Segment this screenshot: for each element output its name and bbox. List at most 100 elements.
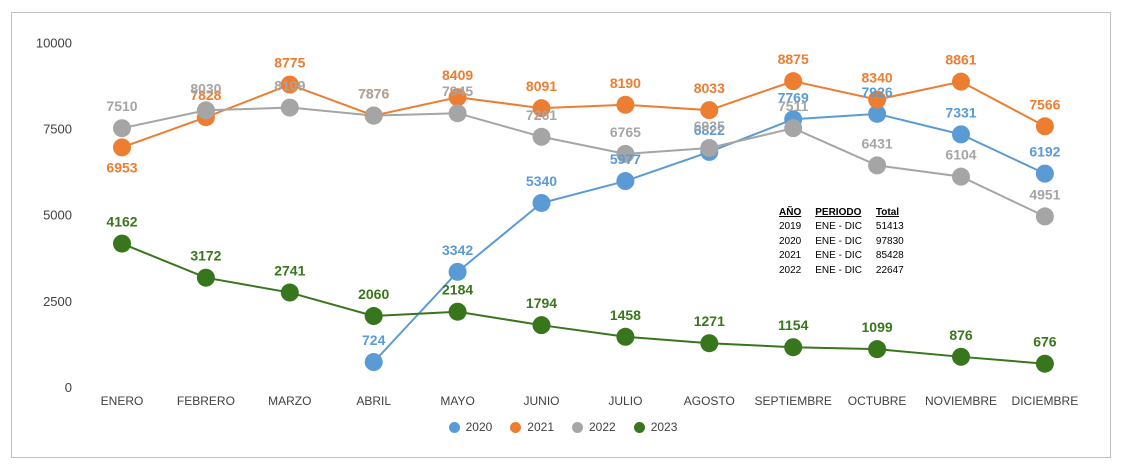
data-point-2022 — [532, 127, 551, 146]
data-label-2021: 8775 — [274, 55, 305, 71]
data-point-2021 — [616, 95, 635, 114]
chart-frame — [11, 12, 1111, 458]
table-row: 2020 ENE - DIC 97830 — [779, 235, 918, 250]
data-label-2021: 6953 — [106, 159, 137, 175]
data-point-2020 — [868, 104, 887, 123]
data-point-2020 — [616, 172, 635, 191]
data-point-2022 — [700, 139, 719, 158]
y-tick-label: 10000 — [36, 35, 72, 50]
legend-label-2022: 2022 — [589, 420, 616, 434]
data-label-2022: 6765 — [610, 124, 641, 140]
summary-cell-period: ENE - DIC — [815, 250, 862, 261]
data-label-2023: 4162 — [106, 214, 137, 230]
legend-marker-2022 — [572, 421, 583, 433]
data-point-2022 — [784, 119, 803, 138]
legend-marker-2021 — [510, 421, 522, 433]
data-point-2021 — [113, 138, 131, 157]
data-label-2021: 8091 — [526, 78, 557, 94]
summary-cell-year: 2021 — [779, 250, 802, 261]
data-label-2023: 2184 — [442, 282, 473, 298]
data-label-2023: 1271 — [694, 313, 725, 329]
data-label-2022: 8109 — [274, 78, 305, 94]
data-point-2023 — [1035, 354, 1054, 373]
summary-cell-period: ENE - DIC — [815, 221, 862, 232]
data-label-2021: 8875 — [778, 51, 809, 67]
data-label-2020: 7331 — [945, 104, 976, 120]
data-label-2021: 8861 — [945, 52, 976, 68]
data-label-2023: 1794 — [526, 295, 557, 311]
data-point-2021 — [280, 75, 299, 94]
data-label-2021: 7566 — [1029, 96, 1060, 112]
data-label-2022: 6431 — [862, 135, 893, 151]
summary-table-header-row: AÑO PERIODO Total — [779, 206, 918, 220]
data-label-2020: 6192 — [1029, 144, 1060, 160]
legend-marker-2020 — [448, 421, 460, 433]
summary-header-period: PERIODO — [815, 207, 862, 218]
summary-cell-year: 2022 — [779, 264, 802, 276]
data-label-2020: 5340 — [526, 173, 557, 189]
x-tick-label: FEBRERO — [177, 394, 235, 408]
data-label-2022: 7945 — [442, 83, 473, 99]
summary-cell-total: 22647 — [875, 264, 904, 276]
series-line-2022 — [121, 106, 1046, 218]
summary-header-total: Total — [875, 207, 900, 218]
data-label-2021: 7876 — [358, 86, 389, 102]
x-tick-label: MARZO — [268, 394, 311, 408]
data-label-2022: 6935 — [694, 118, 725, 134]
data-label-2023: 676 — [1033, 334, 1057, 350]
data-label-2022: 6104 — [945, 147, 976, 163]
legend-item-2020[interactable]: 2020 — [448, 420, 493, 434]
data-point-2021 — [532, 99, 551, 118]
y-tick-label: 5000 — [43, 208, 72, 223]
data-label-2021: 8033 — [694, 80, 725, 96]
x-tick-label: SEPTIEMBRE — [755, 394, 832, 408]
table-row: 2019 ENE - DIC 51413 — [779, 220, 918, 235]
data-label-2022: 7510 — [106, 98, 137, 114]
data-point-2022 — [113, 119, 131, 138]
data-point-2022 — [1035, 207, 1054, 226]
data-label-2023: 1099 — [862, 319, 893, 335]
data-label-2022: 7261 — [526, 107, 557, 123]
data-label-2021: 8340 — [862, 70, 893, 86]
table-row: 2022 ENE - DIC 22647 — [779, 264, 918, 279]
data-label-2023: 876 — [949, 327, 973, 343]
data-point-2020 — [532, 193, 551, 212]
summary-cell-total: 51413 — [875, 221, 904, 232]
data-label-2020: 7769 — [778, 89, 809, 105]
data-label-2020: 7926 — [862, 84, 893, 100]
data-point-2023 — [196, 268, 215, 287]
legend-item-2023[interactable]: 2023 — [633, 420, 677, 434]
x-tick-label: ABRIL — [356, 394, 391, 408]
data-label-2021: 8190 — [610, 75, 641, 91]
data-point-2023 — [113, 234, 131, 253]
data-point-2020 — [448, 262, 467, 281]
y-tick-label: 7500 — [43, 122, 72, 137]
data-label-2021: 8409 — [442, 67, 473, 83]
x-tick-label: MAYO — [440, 394, 474, 408]
x-tick-label: JUNIO — [524, 394, 560, 408]
legend-item-2021[interactable]: 2021 — [510, 420, 554, 434]
x-tick-label: AGOSTO — [684, 394, 735, 408]
data-label-2023: 1458 — [610, 307, 641, 323]
data-label-2021: 7828 — [190, 87, 221, 103]
data-point-2022 — [364, 106, 383, 125]
data-label-2022: 8030 — [190, 80, 221, 96]
data-label-2023: 2060 — [358, 286, 389, 302]
data-point-2023 — [700, 334, 719, 353]
data-point-2023 — [952, 347, 970, 366]
y-tick-label: 2500 — [43, 294, 72, 309]
table-row: 2021 ENE - DIC 85428 — [779, 249, 918, 264]
legend-item-2022[interactable]: 2022 — [572, 420, 616, 434]
data-label-2020: 3342 — [442, 242, 473, 258]
data-label-2022: 7511 — [778, 98, 809, 114]
data-label-2020: 724 — [362, 332, 386, 348]
data-point-2022 — [280, 98, 299, 117]
y-tick-label: 0 — [65, 380, 72, 395]
legend-label-2020: 2020 — [465, 420, 493, 434]
data-point-2021 — [784, 72, 803, 91]
legend-marker-2023 — [633, 421, 645, 433]
x-tick-label: DICIEMBRE — [1012, 394, 1079, 408]
summary-table: AÑO PERIODO Total 2019 ENE - DIC 51413 2… — [779, 206, 918, 278]
data-point-2022 — [448, 104, 467, 123]
